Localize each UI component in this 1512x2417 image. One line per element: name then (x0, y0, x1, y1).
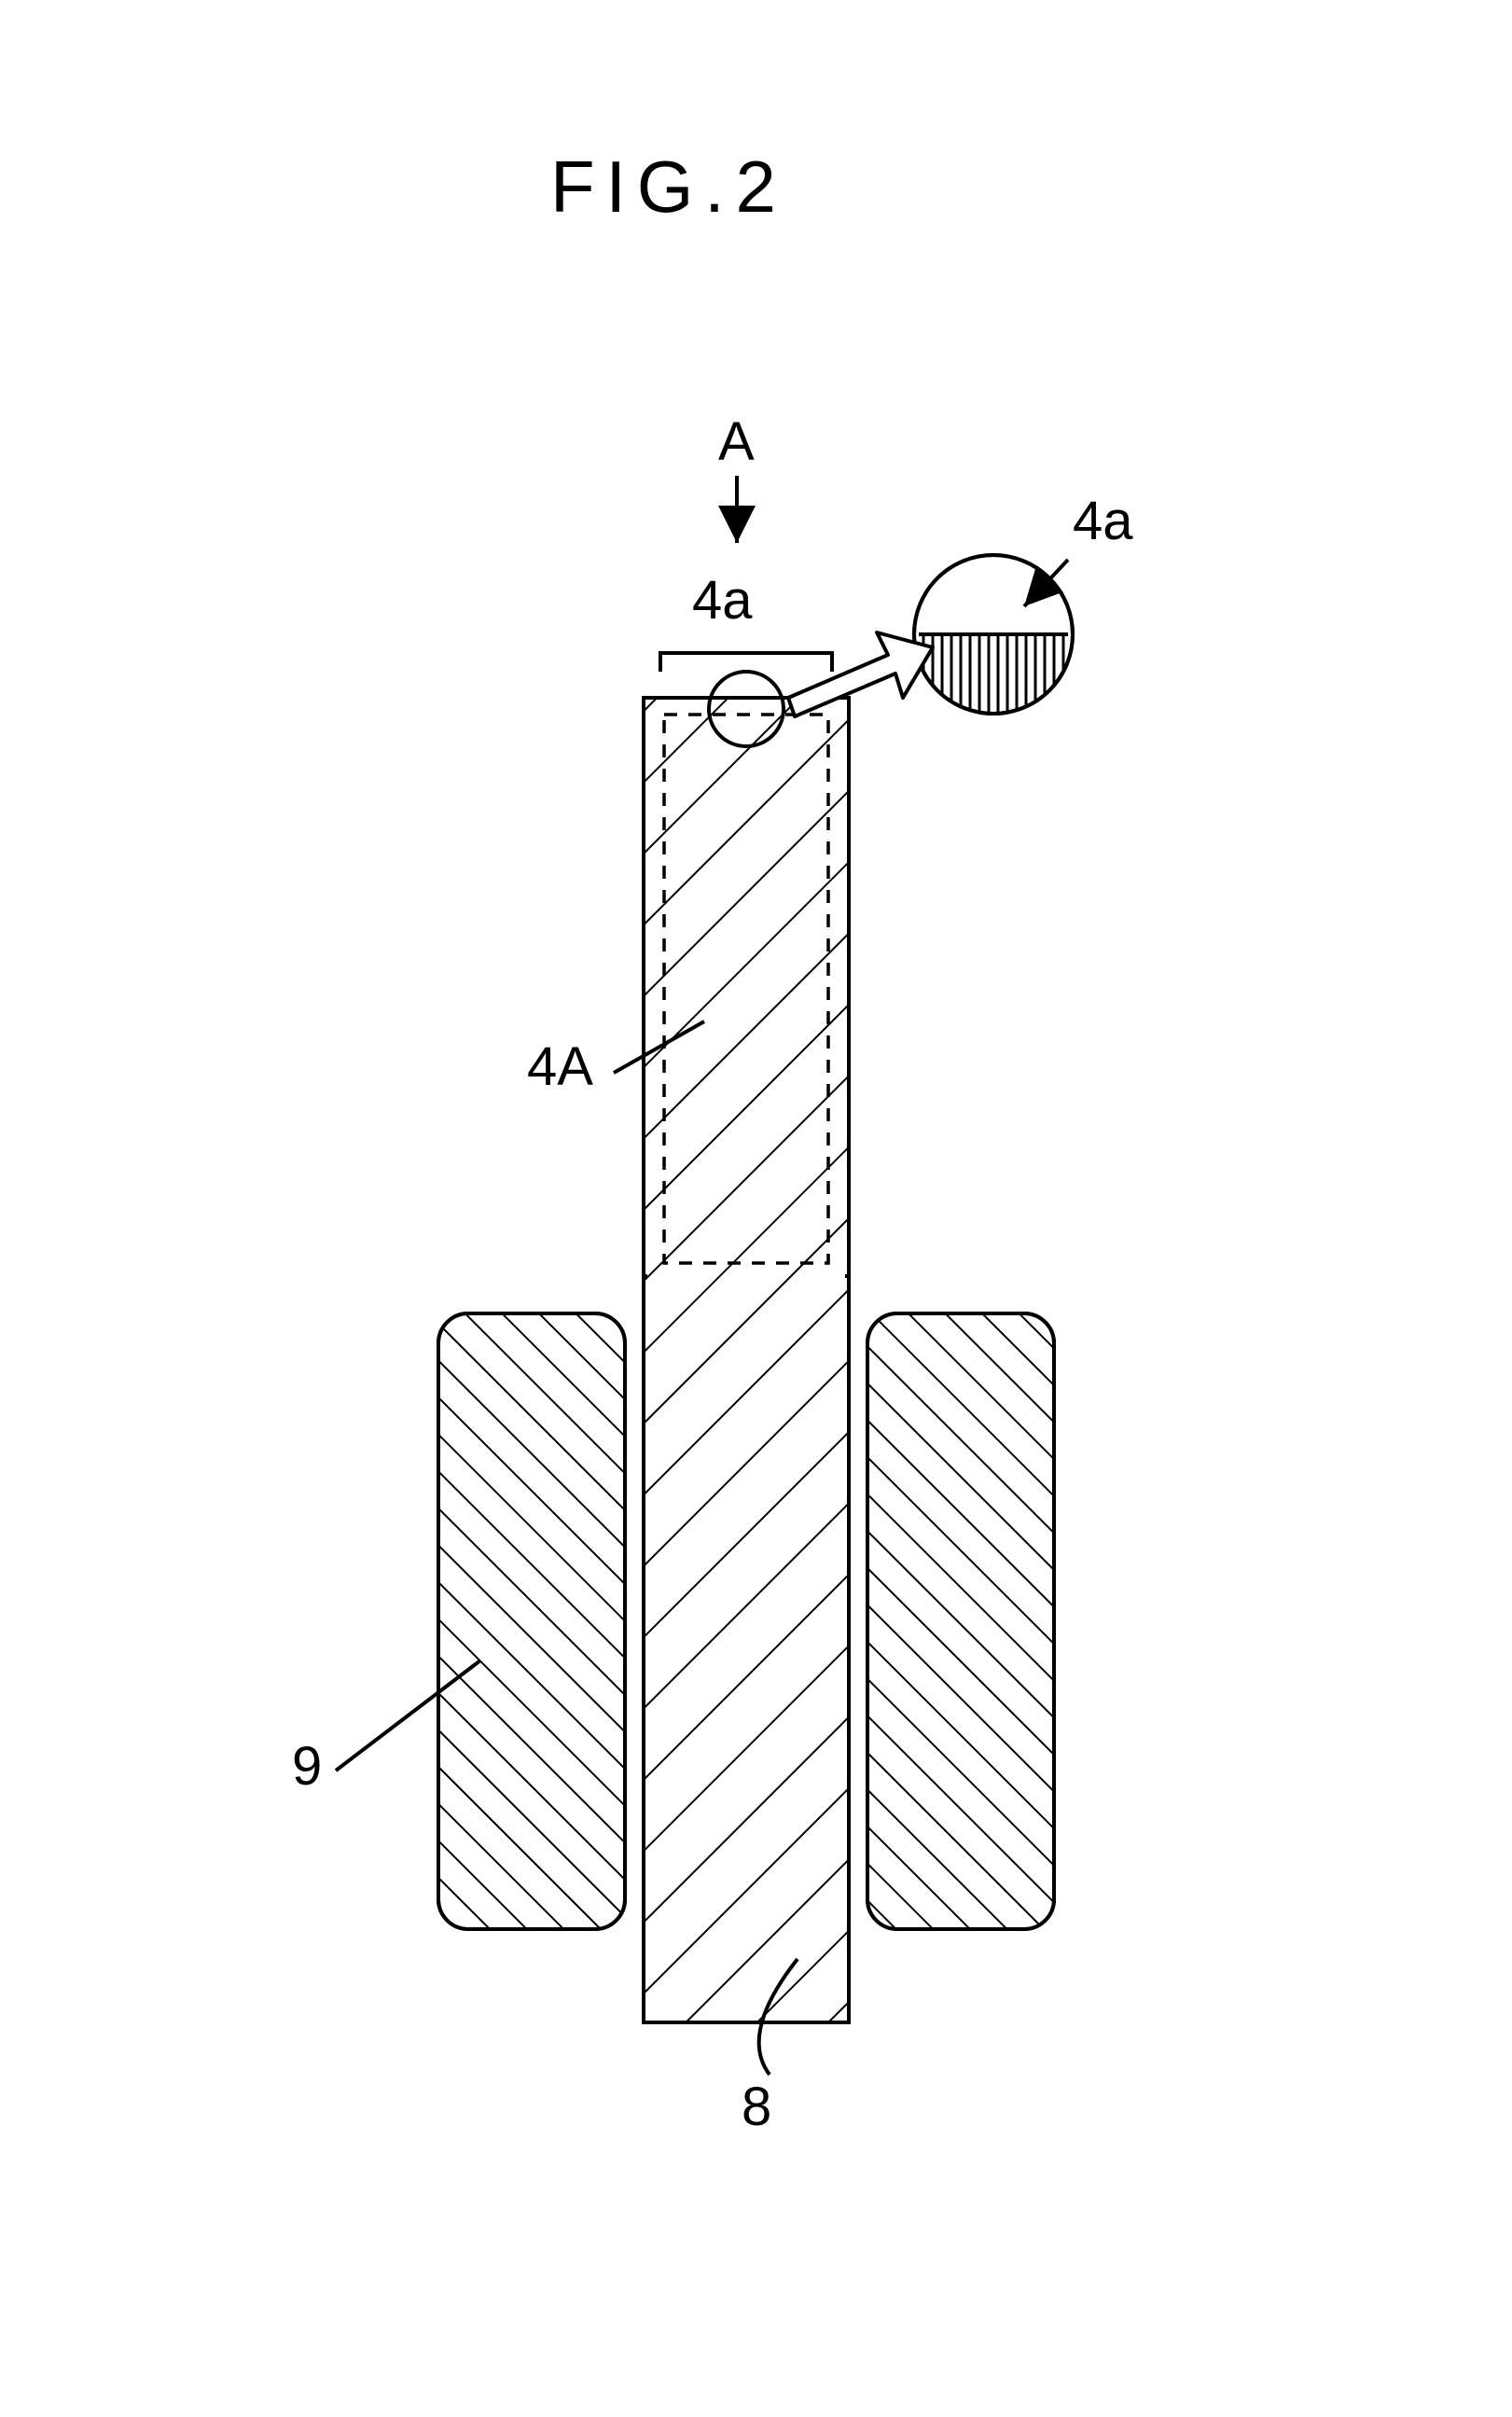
arrow-detail (788, 632, 933, 716)
label-4a-right: 4a (1073, 490, 1133, 552)
center-column (625, 698, 849, 2022)
label-9: 9 (292, 1735, 322, 1798)
label-A: A (718, 410, 755, 473)
figure-title: FIG.2 (550, 145, 787, 229)
label-4A: 4A (527, 1035, 593, 1098)
label-4a-top: 4a (692, 569, 753, 632)
side-part-right (867, 1313, 1054, 1929)
label-8: 8 (742, 2076, 771, 2138)
side-part-left (438, 1313, 625, 1929)
bracket-4a (660, 653, 832, 672)
